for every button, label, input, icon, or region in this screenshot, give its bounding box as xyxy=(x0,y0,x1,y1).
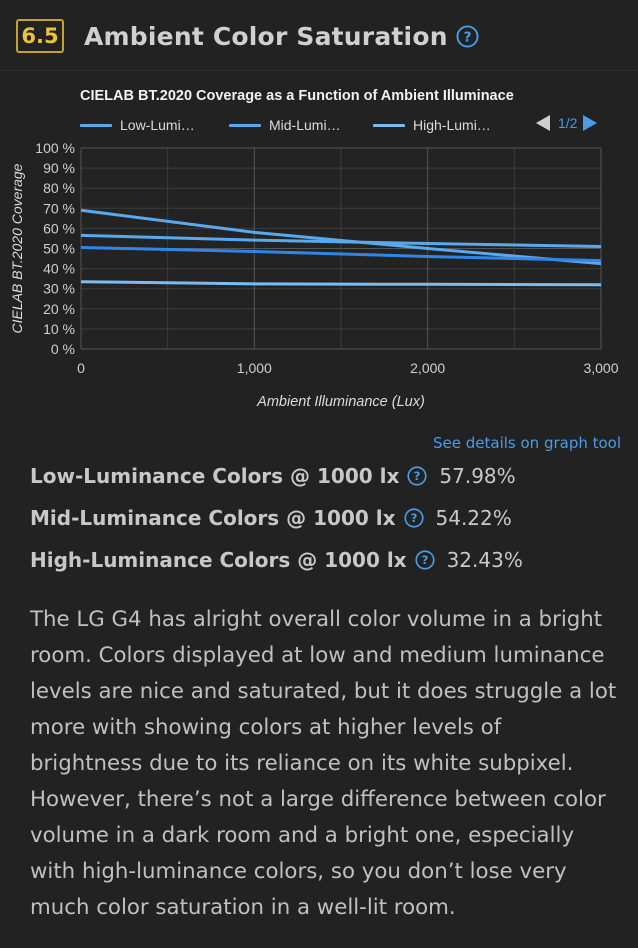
metric-label: Mid-Luminance Colors @ 1000 lx xyxy=(30,506,396,530)
y-tick-label: 30 % xyxy=(43,281,75,297)
svg-text:?: ? xyxy=(421,553,428,567)
metric-label: High-Luminance Colors @ 1000 lx xyxy=(30,548,407,572)
legend-line-swatch xyxy=(373,123,405,127)
legend-pager: 1/2 xyxy=(536,115,598,131)
question-mark-icon[interactable]: ? xyxy=(403,508,424,528)
y-tick-label: 10 % xyxy=(43,321,75,337)
legend-item-mid-luminance[interactable]: Mid-Lumi… xyxy=(229,117,341,133)
metric-high-luminance: High-Luminance Colors @ 1000 lx ? 32.43% xyxy=(30,545,523,575)
y-tick-label: 60 % xyxy=(43,220,75,236)
x-tick-label: 1,000 xyxy=(237,360,272,376)
see-details-link[interactable]: See details on graph tool xyxy=(433,434,622,452)
x-tick-label: 0 xyxy=(77,360,85,376)
series-line-4 xyxy=(80,280,602,287)
legend-line-swatch xyxy=(80,123,112,127)
legend-line-swatch xyxy=(229,123,261,127)
legend-label: Mid-Lumi… xyxy=(269,117,341,133)
section-number-badge: 6.5 xyxy=(16,19,64,53)
metric-value: 57.98% xyxy=(439,464,516,488)
metric-value: 54.22% xyxy=(435,506,512,530)
section-title: Ambient Color Saturation xyxy=(84,21,448,51)
y-tick-label: 70 % xyxy=(43,200,75,216)
legend-item-low-luminance[interactable]: Low-Lumi… xyxy=(80,117,195,133)
metric-mid-luminance: Mid-Luminance Colors @ 1000 lx ? 54.22% xyxy=(30,503,512,533)
legend-label: High-Lumi… xyxy=(413,117,491,133)
previous-arrow-icon[interactable] xyxy=(536,115,550,131)
y-tick-label: 90 % xyxy=(43,160,75,176)
legend-item-high-luminance[interactable]: High-Lumi… xyxy=(373,117,491,133)
next-arrow-icon[interactable] xyxy=(583,115,598,131)
y-tick-label: 0 % xyxy=(51,341,75,357)
section-header: 6.5 Ambient Color Saturation ? xyxy=(16,16,479,56)
line-chart: 0 % 10 % 20 % 30 % 40 % 50 % 60 % 70 % 80 % 90 % 1… xyxy=(9,140,619,410)
y-tick-label: 100 % xyxy=(35,140,75,156)
question-mark-icon[interactable]: ? xyxy=(414,550,435,570)
y-tick-label: 20 % xyxy=(43,301,75,317)
legend-page-label: 1/2 xyxy=(558,115,578,131)
metric-low-luminance: Low-Luminance Colors @ 1000 lx ? 57.98% xyxy=(30,461,516,491)
svg-text:?: ? xyxy=(414,469,421,483)
question-mark-icon[interactable]: ? xyxy=(407,466,427,486)
question-mark-icon[interactable]: ? xyxy=(456,24,479,48)
svg-text:?: ? xyxy=(463,30,471,45)
x-tick-label: 2,000 xyxy=(410,360,445,376)
metric-value: 32.43% xyxy=(446,548,523,572)
series-line-2 xyxy=(80,246,602,263)
chart-container: CIELAB BT.2020 Coverage as a Function of… xyxy=(0,70,638,441)
review-description: The LG G4 has alright overall color volu… xyxy=(30,607,617,920)
y-tick-label: 80 % xyxy=(43,180,75,196)
chart-title: CIELAB BT.2020 Coverage as a Function of… xyxy=(80,88,514,104)
metric-label: Low-Luminance Colors @ 1000 lx xyxy=(30,464,400,488)
y-tick-label: 50 % xyxy=(43,241,75,257)
x-tick-label: 3,000 xyxy=(583,360,618,376)
x-axis-title: Ambient Illuminance (Lux) xyxy=(256,394,425,410)
y-tick-label: 40 % xyxy=(43,261,75,277)
svg-text:?: ? xyxy=(410,511,417,525)
y-axis-title: CIELAB BT.2020 Coverage xyxy=(9,163,25,333)
legend-label: Low-Lumi… xyxy=(120,117,195,133)
series-line-3 xyxy=(80,233,602,248)
